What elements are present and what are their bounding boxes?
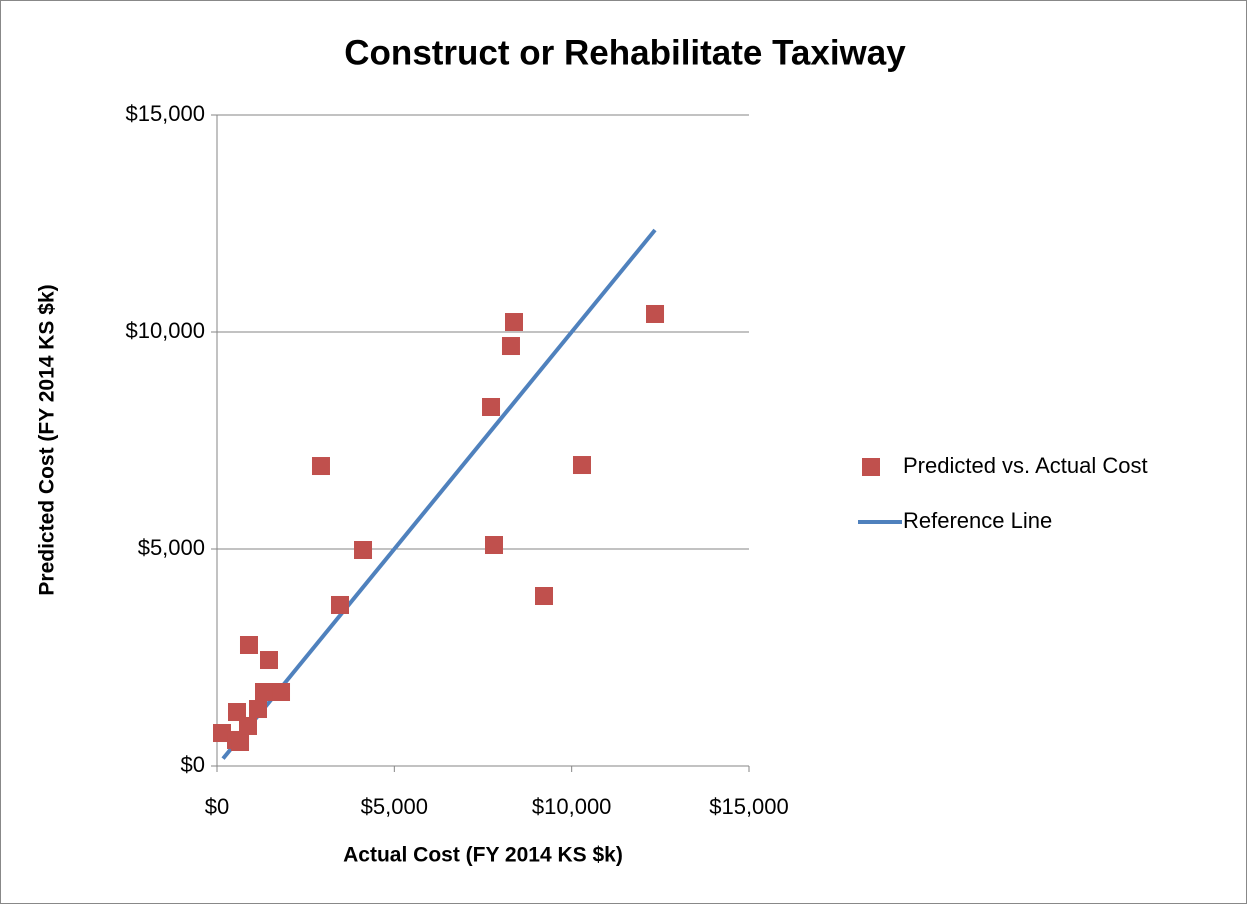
x-tick-label: $0 [205, 794, 229, 819]
scatter-point [482, 397, 501, 416]
chart-title: Construct or Rehabilitate Taxiway [344, 33, 906, 72]
y-axis-title: Predicted Cost (FY 2014 KS $k) [36, 284, 59, 595]
x-tick-label: $15,000 [709, 794, 789, 819]
x-tick-label: $5,000 [361, 794, 428, 819]
scatter-point [272, 683, 291, 702]
scatter-point [311, 457, 330, 476]
scatter-point [238, 716, 257, 735]
legend-label: Reference Line [903, 508, 1052, 533]
scatter-point [484, 536, 503, 555]
scatter-point [231, 732, 250, 751]
reference-line [221, 228, 657, 760]
legend-label: Predicted vs. Actual Cost [903, 453, 1148, 478]
scatter-point [239, 636, 258, 655]
y-tick-label: $15,000 [125, 101, 205, 126]
scatter-point [572, 456, 591, 475]
y-tick-label: $0 [181, 752, 205, 777]
scatter-point [646, 304, 665, 323]
scatter-point [259, 651, 278, 670]
scatter-point [504, 313, 523, 332]
scatter-point [254, 683, 273, 702]
x-tick-label: $10,000 [532, 794, 612, 819]
scatter-point [354, 540, 373, 559]
scatter-point [330, 595, 349, 614]
scatter-point [248, 700, 267, 719]
y-tick-label: $10,000 [125, 318, 205, 343]
x-axis-title: Actual Cost (FY 2014 KS $k) [343, 844, 623, 867]
legend-swatch [862, 458, 880, 476]
scatter-point [501, 337, 520, 356]
y-tick-label: $5,000 [138, 535, 205, 560]
scatter-point [228, 703, 247, 722]
scatter-point [213, 724, 232, 743]
scatter-point [535, 587, 554, 606]
